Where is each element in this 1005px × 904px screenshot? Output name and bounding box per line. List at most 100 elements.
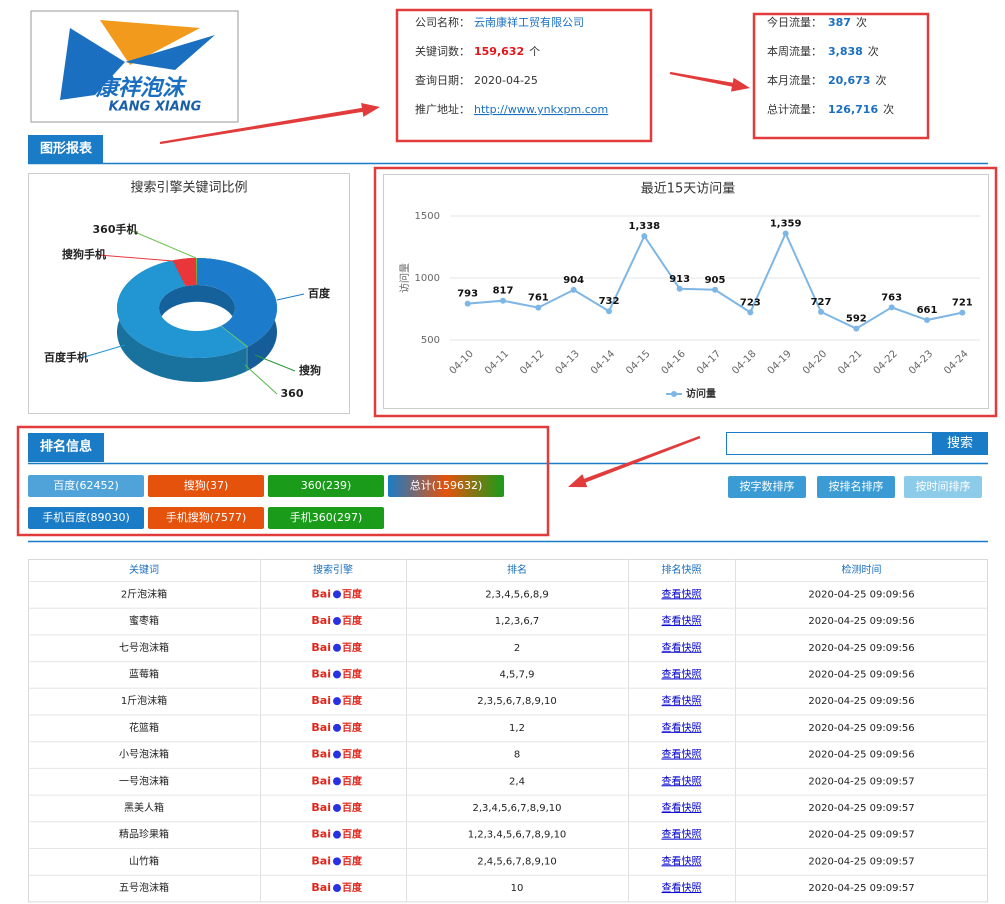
table-cell: 七号泡沫箱 xyxy=(119,641,169,654)
ranking-button[interactable] xyxy=(28,475,144,497)
traffic-label: 本周流量： xyxy=(767,44,822,58)
info-value: 2020-04-25 xyxy=(474,74,538,87)
chart-title: 搜索引擎关键词比例 xyxy=(130,181,247,196)
annotation-box xyxy=(373,166,998,418)
engine-logo: 百度 xyxy=(342,828,363,841)
table-cell: 2,4,5,6,7,8,9,10 xyxy=(477,856,557,867)
ranking-button[interactable] xyxy=(28,507,144,529)
engine-logo: Bai xyxy=(311,721,331,734)
annotation-box xyxy=(395,8,653,143)
pie-slice xyxy=(197,258,277,347)
data-label: 904 xyxy=(563,275,584,286)
data-point xyxy=(853,325,860,332)
table-cell: 2,3,4,5,6,8,9 xyxy=(485,589,549,600)
snapshot-link[interactable]: 查看快照 xyxy=(662,587,702,600)
engine-logo: Bai xyxy=(311,694,331,707)
snapshot-link[interactable]: 查看快照 xyxy=(662,881,702,894)
ranking-button[interactable] xyxy=(388,475,504,497)
table-cell: 1,2,3,4,5,6,7,8,9,10 xyxy=(468,830,567,841)
sort-button[interactable] xyxy=(728,476,806,498)
snapshot-link[interactable]: 查看快照 xyxy=(662,667,702,680)
logo-text: KANG XIANG xyxy=(109,100,202,115)
table-cell: 1斤泡沫箱 xyxy=(121,694,167,707)
engine-logo: Bai xyxy=(311,614,331,627)
traffic-label: 本月流量： xyxy=(767,73,822,87)
pie-label: 百度 xyxy=(308,286,331,300)
info-value[interactable]: http://www.ynkxpm.com xyxy=(474,103,608,116)
pie-label: 360手机 xyxy=(93,222,138,236)
data-point xyxy=(676,285,683,292)
engine-logo-paw xyxy=(333,803,341,812)
data-point xyxy=(747,309,754,316)
data-label: 1,338 xyxy=(629,221,661,232)
snapshot-link[interactable]: 查看快照 xyxy=(662,694,702,707)
table-cell: 2020-04-25 09:09:56 xyxy=(808,616,914,627)
search-input[interactable] xyxy=(726,432,933,455)
table-cell: 2020-04-25 09:09:57 xyxy=(808,776,914,787)
search-button[interactable] xyxy=(932,432,988,455)
table-cell: 花篮箱 xyxy=(129,721,159,734)
pie-slice-side xyxy=(246,346,248,372)
ranking-button[interactable] xyxy=(268,507,384,529)
snapshot-link[interactable]: 查看快照 xyxy=(662,721,702,734)
chart-title: 最近15天访问量 xyxy=(641,182,736,197)
engine-logo: 百度 xyxy=(342,774,363,787)
table-cell: 2,3,4,5,6,7,8,9,10 xyxy=(472,803,561,814)
table xyxy=(28,559,988,903)
snapshot-link[interactable]: 查看快照 xyxy=(662,641,702,654)
leader-line xyxy=(98,254,186,263)
sort-button[interactable] xyxy=(817,476,895,498)
traffic-unit: 次 xyxy=(875,73,886,87)
leader-line xyxy=(244,364,278,395)
table-cell: 4,5,7,9 xyxy=(500,669,535,680)
data-label: 913 xyxy=(669,274,690,285)
data-label: 763 xyxy=(881,292,902,303)
traffic-unit: 次 xyxy=(883,102,894,116)
snapshot-link[interactable]: 查看快照 xyxy=(662,801,702,814)
traffic-value: 387 xyxy=(828,16,851,29)
table-cell: 8 xyxy=(514,750,520,761)
ranking-button-label: 总计(159632) xyxy=(410,478,483,492)
ranking-button-label: 手机360(297) xyxy=(290,510,363,524)
snapshot-link[interactable]: 查看快照 xyxy=(662,774,702,787)
info-label: 公司名称： xyxy=(415,15,470,29)
ranking-button[interactable] xyxy=(148,507,264,529)
data-label: 723 xyxy=(740,297,761,308)
snapshot-link[interactable]: 查看快照 xyxy=(662,854,702,867)
logo-shape xyxy=(125,35,215,70)
pie-label: 搜狗手机 xyxy=(62,247,106,261)
data-label: 661 xyxy=(917,305,938,316)
engine-logo: Bai xyxy=(311,828,331,841)
table-header: 搜索引擎 xyxy=(313,563,353,576)
pie-label: 百度手机 xyxy=(44,350,88,364)
engine-logo: 百度 xyxy=(342,614,363,627)
data-point xyxy=(888,304,895,311)
table-cell: 1,2,3,6,7 xyxy=(495,616,540,627)
engine-logo: Bai xyxy=(311,801,331,814)
traffic-unit: 次 xyxy=(856,15,867,29)
pie-slice xyxy=(117,260,247,358)
traffic-value: 20,673 xyxy=(828,74,870,87)
section-title: 图形报表 xyxy=(40,141,93,157)
sort-button[interactable] xyxy=(904,476,982,498)
data-point xyxy=(818,308,824,315)
engine-logo: 百度 xyxy=(342,881,363,894)
traffic-label: 总计流量： xyxy=(767,102,822,116)
engine-logo: 百度 xyxy=(342,721,363,734)
traffic-unit: 次 xyxy=(868,44,879,58)
snapshot-link[interactable]: 查看快照 xyxy=(662,614,702,627)
table-header: 关键词 xyxy=(129,563,159,576)
data-point xyxy=(641,233,648,240)
table-cell: 2020-04-25 09:09:57 xyxy=(808,803,914,814)
table-cell: 蓝莓箱 xyxy=(129,667,159,680)
chart-panel xyxy=(383,174,989,409)
ranking-button-label: 360(239) xyxy=(301,479,352,492)
ranking-button[interactable] xyxy=(148,475,264,497)
data-point xyxy=(782,230,789,237)
info-label: 查询日期： xyxy=(415,73,470,87)
ranking-button[interactable] xyxy=(268,475,384,497)
snapshot-link[interactable]: 查看快照 xyxy=(662,828,702,841)
table-header: 排名 xyxy=(507,563,527,576)
table-header: 检测时间 xyxy=(842,563,882,576)
snapshot-link[interactable]: 查看快照 xyxy=(662,748,702,761)
